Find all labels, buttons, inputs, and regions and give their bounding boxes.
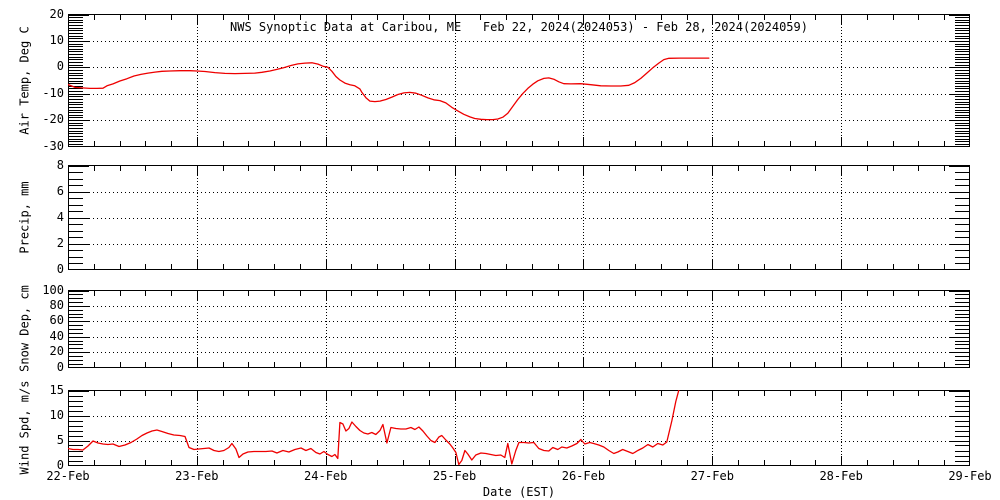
panel-wind-speed xyxy=(68,390,970,466)
ytick-label-wind-speed: 10 xyxy=(49,407,64,422)
xtick-label: 27-Feb xyxy=(690,469,734,483)
x-axis-title: Date (EST) xyxy=(482,485,556,499)
ytick-label-precip: 8 xyxy=(56,157,64,172)
air-temp-trace xyxy=(68,57,710,121)
ytick-label-air-temp: -10 xyxy=(42,85,64,100)
wind-speed-trace xyxy=(68,390,680,466)
y-axis-title-wind-speed: Wind Spd, m/s xyxy=(17,380,32,475)
ytick-label-snow-depth: 60 xyxy=(49,313,64,328)
panel-air-temp xyxy=(68,14,970,147)
ytick-label-snow-depth: 0 xyxy=(56,359,64,374)
xtick-label: 29-Feb xyxy=(948,469,992,483)
ytick-label-snow-depth: 80 xyxy=(49,297,64,312)
xtick-label: 28-Feb xyxy=(819,469,863,483)
ytick-label-precip: 4 xyxy=(56,209,64,224)
xtick-label: 26-Feb xyxy=(561,469,606,483)
ytick-label-wind-speed: 0 xyxy=(56,457,64,472)
ytick-label-wind-speed: 15 xyxy=(49,382,64,397)
ytick-label-air-temp: 0 xyxy=(56,59,64,74)
ytick-label-air-temp: -30 xyxy=(42,138,64,153)
ytick-label-wind-speed: 5 xyxy=(56,432,64,447)
xtick-label: 24-Feb xyxy=(304,469,348,483)
xtick-label: 22-Feb xyxy=(46,469,90,483)
ytick-label-air-temp: 20 xyxy=(49,6,64,21)
ytick-label-precip: 0 xyxy=(56,261,64,276)
ytick-label-snow-depth: 20 xyxy=(49,344,64,359)
chart-title: NWS Synoptic Data at Caribou, ME Feb 22,… xyxy=(230,20,808,34)
panel-precip xyxy=(68,165,970,270)
ytick-label-snow-depth: 40 xyxy=(49,328,64,343)
panel-snow-depth xyxy=(68,290,970,368)
ytick-label-precip: 6 xyxy=(56,183,64,198)
xtick-label: 25-Feb xyxy=(432,469,477,483)
ytick-label-precip: 2 xyxy=(56,235,64,250)
ytick-label-snow-depth: 100 xyxy=(42,282,64,297)
xtick-label: 23-Feb xyxy=(175,469,219,483)
ytick-label-air-temp: -20 xyxy=(42,112,64,127)
ytick-label-air-temp: 10 xyxy=(49,32,64,47)
